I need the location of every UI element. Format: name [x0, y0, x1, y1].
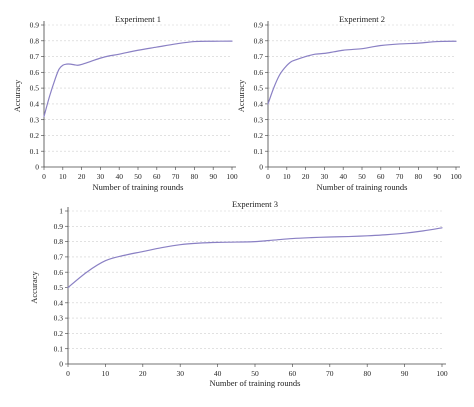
x-axis-label: Number of training rounds [210, 378, 301, 388]
series-line [43, 40, 233, 118]
y-tick-label: 1 [59, 207, 63, 216]
x-tick-label: 20 [78, 172, 86, 181]
x-tick-label: 60 [289, 369, 297, 378]
x-tick-label: 60 [153, 172, 161, 181]
y-tick-label: 0 [259, 163, 263, 172]
y-tick-label: 0.3 [30, 115, 40, 124]
y-axis-label: Accuracy [236, 79, 246, 112]
x-tick-label: 10 [283, 172, 291, 181]
x-tick-label: 70 [396, 172, 404, 181]
x-tick-label: 0 [66, 369, 70, 378]
chart-experiment-1: Experiment 1 0 0.1 0.2 0.3 0.4 0.5 0.6 0.7 0.8 0.9… [12, 14, 238, 192]
x-tick-label: 30 [321, 172, 329, 181]
y-tick-label: 0.3 [54, 314, 64, 323]
y-tick-label: 0.5 [54, 283, 64, 292]
y-tick-label: 0.9 [54, 222, 64, 231]
y-tick-label: 0 [59, 360, 63, 369]
x-tick-label: 40 [214, 369, 222, 378]
y-tick-label: 0 [35, 163, 39, 172]
x-tick-label: 100 [226, 172, 238, 181]
y-tick-label: 0.9 [254, 21, 264, 30]
y-tick-label: 0.4 [54, 298, 64, 307]
y-tick-label: 0.7 [254, 52, 264, 61]
y-tick-label: 0.2 [30, 131, 40, 140]
series-line [67, 227, 443, 289]
y-tick-label: 0.7 [54, 253, 64, 262]
x-tick-label: 20 [139, 369, 147, 378]
x-tick-label: 90 [433, 172, 441, 181]
x-tick-label: 0 [266, 172, 270, 181]
x-axis-label: Number of training rounds [317, 182, 408, 192]
x-tick-label: 10 [59, 172, 67, 181]
y-tick-label: 0.7 [30, 52, 40, 61]
y-tick-label: 0.8 [54, 237, 64, 246]
x-tick-label: 100 [450, 172, 462, 181]
y-tick-label: 0.6 [254, 68, 264, 77]
y-axis-label: Accuracy [29, 270, 39, 303]
y-tick-label: 0.6 [30, 68, 40, 77]
y-tick-label: 0.1 [30, 147, 40, 156]
y-tick-label: 0.3 [254, 115, 264, 124]
x-tick-label: 50 [134, 172, 142, 181]
chart-title: Experiment 1 [115, 14, 161, 24]
x-tick-label: 40 [339, 172, 347, 181]
x-tick-label: 50 [358, 172, 366, 181]
x-tick-label: 20 [302, 172, 310, 181]
x-tick-label: 80 [363, 369, 371, 378]
y-tick-label: 0.6 [54, 268, 64, 277]
y-tick-label: 0.2 [54, 329, 64, 338]
chart-experiment-3: Experiment 3 0 0.1 0.2 0.3 0.4 0.5 0.6 0.7 0.8 0.9… [29, 199, 448, 388]
chart-title: Experiment 2 [339, 14, 385, 24]
y-tick-label: 0.8 [30, 36, 40, 45]
x-tick-label: 40 [115, 172, 123, 181]
x-tick-label: 70 [172, 172, 180, 181]
y-axis-label: Accuracy [12, 79, 22, 112]
y-tick-label: 0.5 [30, 84, 40, 93]
x-tick-label: 80 [191, 172, 199, 181]
x-tick-label: 50 [251, 369, 259, 378]
x-tick-label: 0 [42, 172, 46, 181]
y-tick-label: 0.9 [30, 21, 40, 30]
y-tick-label: 0.8 [254, 36, 264, 45]
y-tick-label: 0.1 [254, 147, 264, 156]
x-tick-label: 80 [415, 172, 423, 181]
x-tick-label: 70 [326, 369, 334, 378]
x-tick-label: 90 [209, 172, 217, 181]
x-tick-label: 10 [102, 369, 110, 378]
x-tick-label: 60 [377, 172, 385, 181]
x-tick-label: 30 [97, 172, 105, 181]
y-tick-label: 0.4 [30, 99, 40, 108]
y-tick-label: 0.1 [54, 344, 64, 353]
x-tick-label: 30 [176, 369, 184, 378]
x-tick-label: 90 [401, 369, 409, 378]
y-tick-label: 0.4 [254, 99, 264, 108]
x-axis-label: Number of training rounds [93, 182, 184, 192]
chart-experiment-2: Experiment 2 0 0.1 0.2 0.3 0.4 0.5 0.6 0.7 0.8 0.9… [236, 14, 462, 192]
chart-title: Experiment 3 [232, 199, 278, 209]
y-tick-label: 0.2 [254, 131, 264, 140]
x-tick-label: 100 [436, 369, 448, 378]
y-tick-label: 0.5 [254, 84, 264, 93]
series-line [267, 40, 457, 105]
